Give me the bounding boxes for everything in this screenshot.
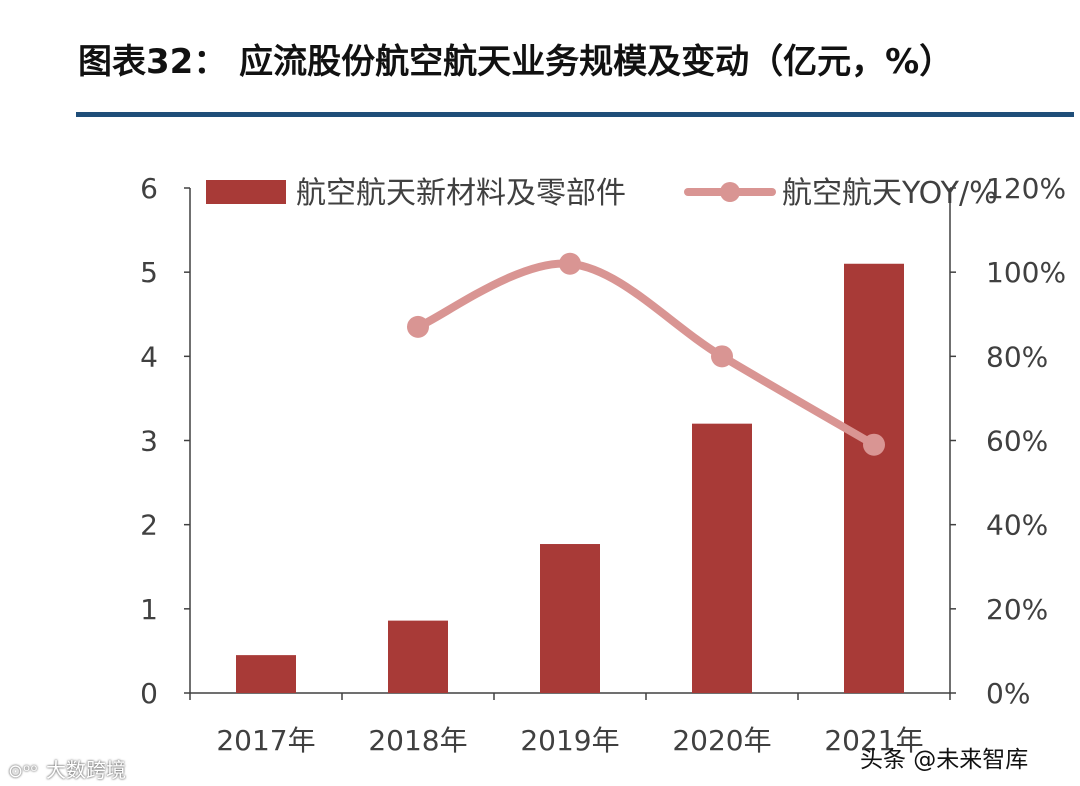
legend-line-marker [720,182,740,202]
legend-bar-label: 航空航天新材料及零部件 [296,176,626,211]
title-rule [76,112,1074,117]
x-tick-label: 2018年 [368,724,467,757]
watermark-right: 头条 @未来智库 [860,747,1029,773]
y-left-tick-label: 0 [140,677,158,710]
y-right-tick-label: 20% [986,593,1048,626]
bar [236,655,296,693]
yoy-point [407,315,429,338]
y-right-tick-label: 60% [986,425,1048,458]
watermark-left: ⊙ᵒᵒ 大数跨境 [8,754,126,783]
chart-title: 图表32： 应流股份航空航天业务规模及变动（亿元，%） [78,42,954,82]
x-tick-label: 2017年 [216,724,315,757]
y-left-tick-label: 6 [140,172,158,205]
y-right-tick-label: 40% [986,509,1048,542]
y-right-tick-label: 120% [986,172,1066,205]
y-right-tick-label: 100% [986,256,1066,289]
bar [540,544,600,693]
y-right-tick-label: 0% [986,677,1030,710]
x-tick-label: 2020年 [672,724,771,757]
yoy-line [414,259,878,449]
watermark-left-text: 大数跨境 [45,758,126,782]
y-left-tick-label: 5 [140,256,158,289]
yoy-point [863,433,885,456]
weibo-icon: ⊙ᵒᵒ [8,761,38,782]
y-left-tick-label: 1 [140,593,158,626]
yoy-point [711,345,733,368]
y-left-tick-label: 2 [140,509,158,542]
y-left-tick-label: 4 [140,340,158,373]
y-left-tick-label: 3 [140,425,158,458]
bar [692,423,752,693]
y-right-tick-label: 80% [986,340,1048,373]
legend-line-label: 航空航天YOY/% [782,176,998,211]
legend-bar-swatch [206,180,286,204]
bar [388,620,448,693]
x-tick-label: 2021年 [824,724,923,757]
x-tick-label: 2019年 [520,724,619,757]
yoy-point [559,252,581,275]
bar [844,263,904,693]
